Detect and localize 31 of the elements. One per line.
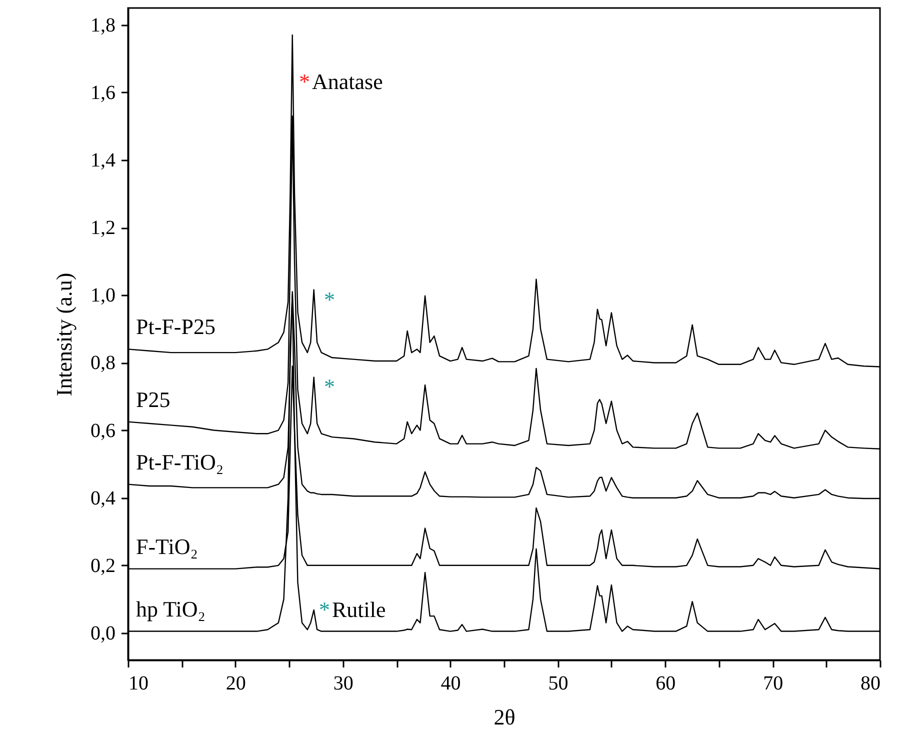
y-tick-label: 0,6 <box>90 420 116 442</box>
y-tick-label: 1,0 <box>90 284 116 307</box>
y-tick-label: 0,4 <box>90 487 116 510</box>
annotation: Rutile <box>332 597 386 622</box>
y-tick-label: 0,8 <box>90 352 116 374</box>
x-tick-label: 20 <box>226 672 246 694</box>
x-tick-label: 70 <box>763 672 784 694</box>
y-tick-label: 0,2 <box>90 554 116 577</box>
y-tick-label: 1,4 <box>90 150 116 172</box>
annotation: Anatase <box>312 69 383 94</box>
x-axis-title: 2θ <box>494 704 516 730</box>
x-tick-label: 30 <box>333 672 354 694</box>
x-tick-label: 60 <box>656 672 676 694</box>
series-label: Pt-F-TiO₂ <box>136 449 224 474</box>
series-label: hp TiO₂ <box>136 596 206 622</box>
y-tick-label: 1,8 <box>90 14 116 36</box>
y-axis-title: Intensity (a.u) <box>52 272 76 396</box>
x-tick-label: 80 <box>860 672 880 694</box>
series-label: P25 <box>136 386 170 412</box>
series-label: F-TiO₂ <box>136 534 198 559</box>
x-tick-label: 40 <box>440 672 461 694</box>
x-tick-label: 10 <box>128 672 148 694</box>
y-tick-label: 1,6 <box>90 82 116 104</box>
y-tick-label: 0,0 <box>90 622 116 644</box>
annotation: * <box>324 374 335 399</box>
series-label: Pt-F-P25 <box>136 314 216 340</box>
annotation: * <box>324 287 335 312</box>
x-tick-label: 50 <box>548 672 568 694</box>
annotation: * <box>299 69 310 94</box>
y-tick-label: 1,2 <box>90 217 116 240</box>
annotation: * <box>319 597 330 622</box>
